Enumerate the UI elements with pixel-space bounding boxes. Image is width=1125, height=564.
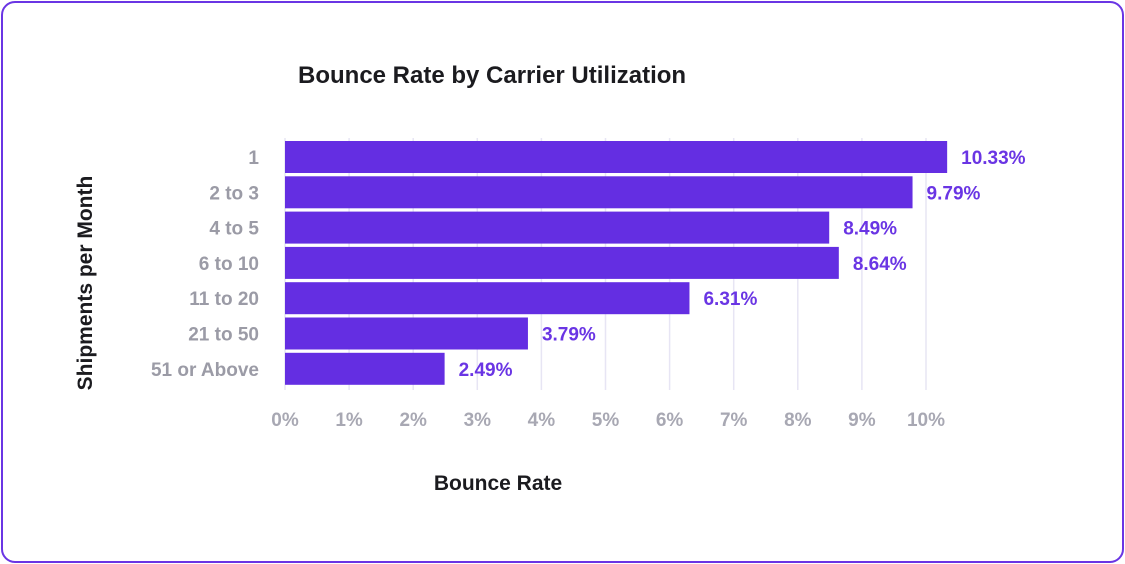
bar: [285, 211, 830, 244]
labels: 0% 1% 2% 3% 4% 5% 6% 7% 8% 9% 10% 1 10.33% 2 to 3 9.79…: [151, 148, 1026, 431]
x-tick-label: 8%: [784, 410, 812, 431]
category-label: 21 to 50: [188, 325, 259, 346]
x-tick-label: 2%: [399, 410, 427, 431]
category-label: 51 or Above: [151, 360, 259, 381]
x-tick-label: 9%: [848, 410, 876, 431]
value-label: 8.64%: [853, 254, 907, 275]
x-tick-label: 4%: [528, 410, 556, 431]
value-label: 9.79%: [927, 183, 981, 204]
category-label: 6 to 10: [199, 254, 259, 275]
x-tick-label: 1%: [335, 410, 363, 431]
x-tick-label: 7%: [720, 410, 748, 431]
value-label: 3.79%: [542, 325, 596, 346]
bar: [285, 317, 528, 350]
x-tick-label: 3%: [464, 410, 492, 431]
x-tick-label: 6%: [656, 410, 684, 431]
bar: [285, 176, 913, 209]
category-label: 4 to 5: [209, 219, 259, 240]
x-axis-label: Bounce Rate: [433, 472, 563, 495]
value-label: 10.33%: [961, 148, 1026, 169]
x-tick-label: 0%: [271, 410, 299, 431]
bar: [285, 141, 948, 173]
bar: [285, 282, 690, 315]
category-label: 2 to 3: [209, 183, 259, 204]
x-tick-label: 5%: [592, 410, 620, 431]
value-label: 8.49%: [843, 219, 897, 240]
category-label: 11 to 20: [189, 289, 259, 310]
x-tick-label: 10%: [907, 410, 945, 431]
bars: [285, 141, 948, 385]
category-label: 1: [248, 148, 259, 169]
value-label: 2.49%: [459, 360, 513, 381]
bar: [285, 246, 839, 279]
chart-title: Bounce Rate by Carrier Utilization: [298, 62, 687, 89]
value-label: 6.31%: [703, 289, 757, 310]
bar: [285, 352, 445, 385]
